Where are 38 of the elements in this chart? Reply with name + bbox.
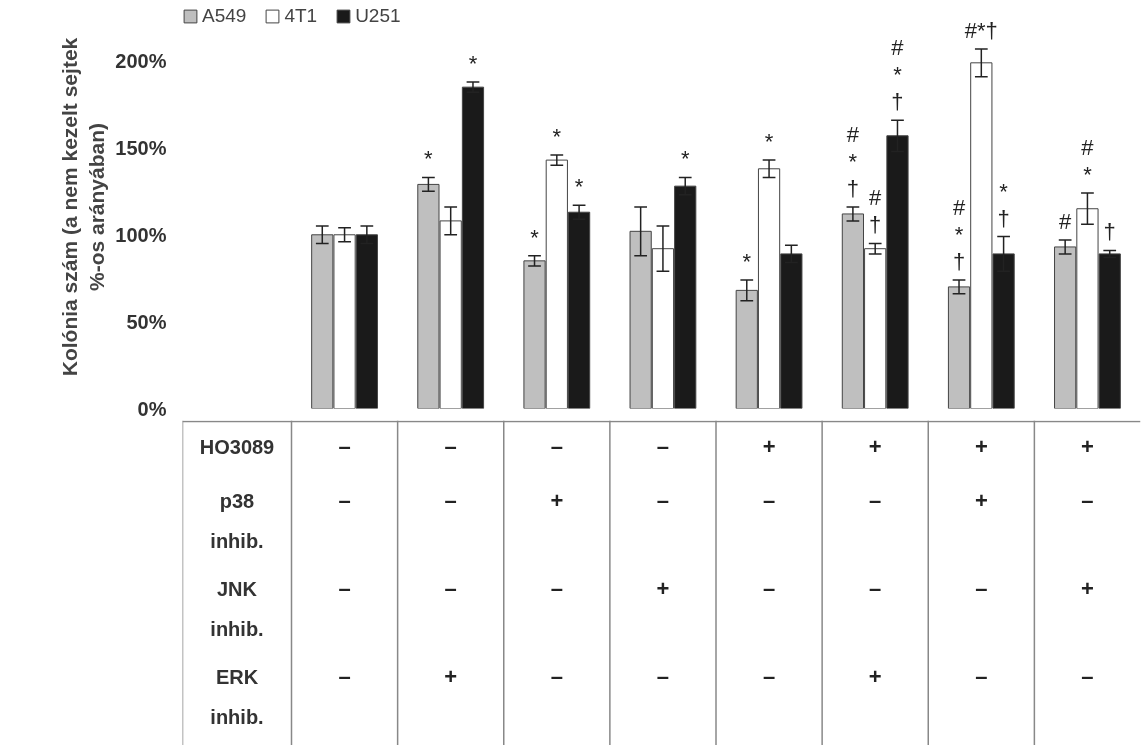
y-axis-title: Kolónia szám (a nem kezelt sejtek %-os arányában) xyxy=(57,37,109,377)
data-label: * xyxy=(764,129,774,155)
category-label: – – – + xyxy=(444,434,458,689)
text: JNK inhib. xyxy=(210,577,264,640)
data-label: * xyxy=(680,146,690,172)
data-label: † xyxy=(1103,219,1116,245)
data-label: * xyxy=(742,248,752,274)
data-label: * xyxy=(530,224,540,250)
legend-label: A549 xyxy=(202,5,247,27)
data-label: # * xyxy=(1081,135,1095,188)
data-label: # * † xyxy=(891,35,905,115)
data-label: * xyxy=(424,146,434,172)
data-label: * xyxy=(574,174,584,200)
category-label: + – + – xyxy=(1081,434,1094,689)
y-tick-label: 200% xyxy=(115,50,167,73)
text: HO3089 xyxy=(199,435,275,458)
text: p38 inhib. xyxy=(210,489,264,552)
category-label: + + – – xyxy=(974,434,988,689)
y-tick-label: 50% xyxy=(126,310,167,333)
text: ERK inhib. xyxy=(210,665,264,728)
y-tick-label: 150% xyxy=(115,136,167,159)
category-label: – – – – xyxy=(338,434,351,689)
data-label: # * † xyxy=(952,194,966,274)
y-tick-label: 0% xyxy=(137,397,167,420)
data-label: * † xyxy=(997,178,1010,231)
data-label: * xyxy=(468,50,478,76)
category-label: – + – – xyxy=(550,434,564,689)
y-tick-label: 100% xyxy=(115,223,167,246)
data-label: #*† xyxy=(964,17,998,43)
legend-label: 4T1 xyxy=(284,5,318,27)
data-label: # xyxy=(1059,209,1073,234)
category-label: – – + – xyxy=(656,434,670,689)
category-label: + – – – xyxy=(762,434,776,689)
data-label: # † xyxy=(869,185,883,238)
category-label: + – – + xyxy=(868,434,882,689)
legend-label: U251 xyxy=(355,5,401,27)
data-label: # * † xyxy=(846,122,860,201)
data-label: * xyxy=(552,123,562,149)
